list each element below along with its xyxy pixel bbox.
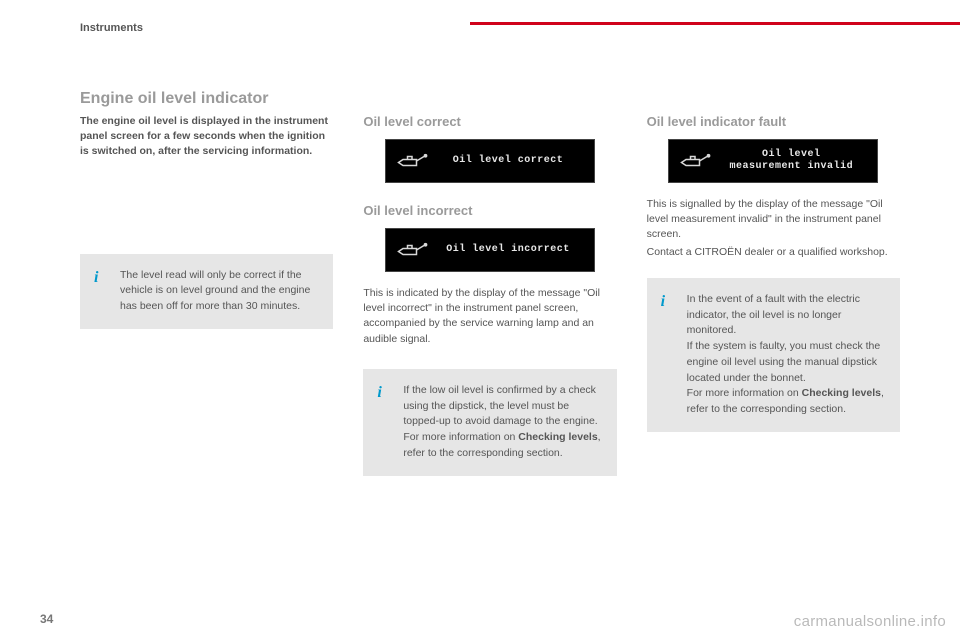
section-header: Instruments [80, 22, 143, 34]
section-title-incorrect: Oil level incorrect [363, 203, 616, 218]
lcd-line1: Oil level [762, 149, 821, 160]
info-text: The level read will only be correct if t… [120, 269, 310, 313]
page-title: Engine oil level indicator [80, 90, 333, 108]
info-text-p2a: For more information on [403, 431, 518, 443]
oil-can-icon [677, 150, 713, 172]
fault-description-1: This is signalled by the display of the … [647, 197, 900, 243]
lcd-text: Oil level incorrect [430, 244, 586, 256]
oil-can-icon [394, 150, 430, 172]
info-box-fault: In the event of a fault with the electri… [647, 278, 900, 432]
info-bold: Checking levels [518, 431, 597, 443]
column-3: Oil level indicator fault Oil level meas… [647, 90, 900, 476]
spacer [363, 90, 616, 114]
incorrect-description: This is indicated by the display of the … [363, 286, 616, 347]
spacer [647, 260, 900, 278]
section-title-correct: Oil level correct [363, 114, 616, 129]
info-text-p2: If the system is faulty, you must check … [687, 340, 881, 384]
watermark: carmanualsonline.info [794, 613, 946, 630]
column-2: Oil level correct Oil level correct Oil … [363, 90, 616, 476]
lcd-line2: measurement invalid [730, 161, 854, 172]
spacer [80, 160, 333, 254]
info-box-dipstick: If the low oil level is confirmed by a c… [363, 369, 616, 476]
info-text-p3a: For more information on [687, 387, 802, 399]
info-bold: Checking levels [802, 387, 881, 399]
lcd-text: Oil level correct [430, 155, 586, 167]
section-title-fault: Oil level indicator fault [647, 114, 900, 129]
lead-paragraph: The engine oil level is displayed in the… [80, 114, 333, 160]
info-text-p1: If the low oil level is confirmed by a c… [403, 384, 597, 428]
page-number: 34 [40, 612, 53, 626]
spacer [363, 347, 616, 369]
spacer [647, 90, 900, 114]
lcd-oil-incorrect: Oil level incorrect [385, 228, 595, 272]
lcd-oil-fault: Oil level measurement invalid [668, 139, 878, 183]
lcd-oil-correct: Oil level correct [385, 139, 595, 183]
info-text-p1: In the event of a fault with the electri… [687, 293, 860, 337]
column-1: Engine oil level indicator The engine oi… [80, 90, 333, 476]
fault-description-2: Contact a CITROËN dealer or a qualified … [647, 245, 900, 260]
lcd-text: Oil level measurement invalid [713, 149, 869, 173]
oil-can-icon [394, 239, 430, 261]
header-accent-bar [470, 22, 960, 25]
info-box-level-conditions: The level read will only be correct if t… [80, 254, 333, 329]
content-columns: Engine oil level indicator The engine oi… [80, 90, 900, 476]
